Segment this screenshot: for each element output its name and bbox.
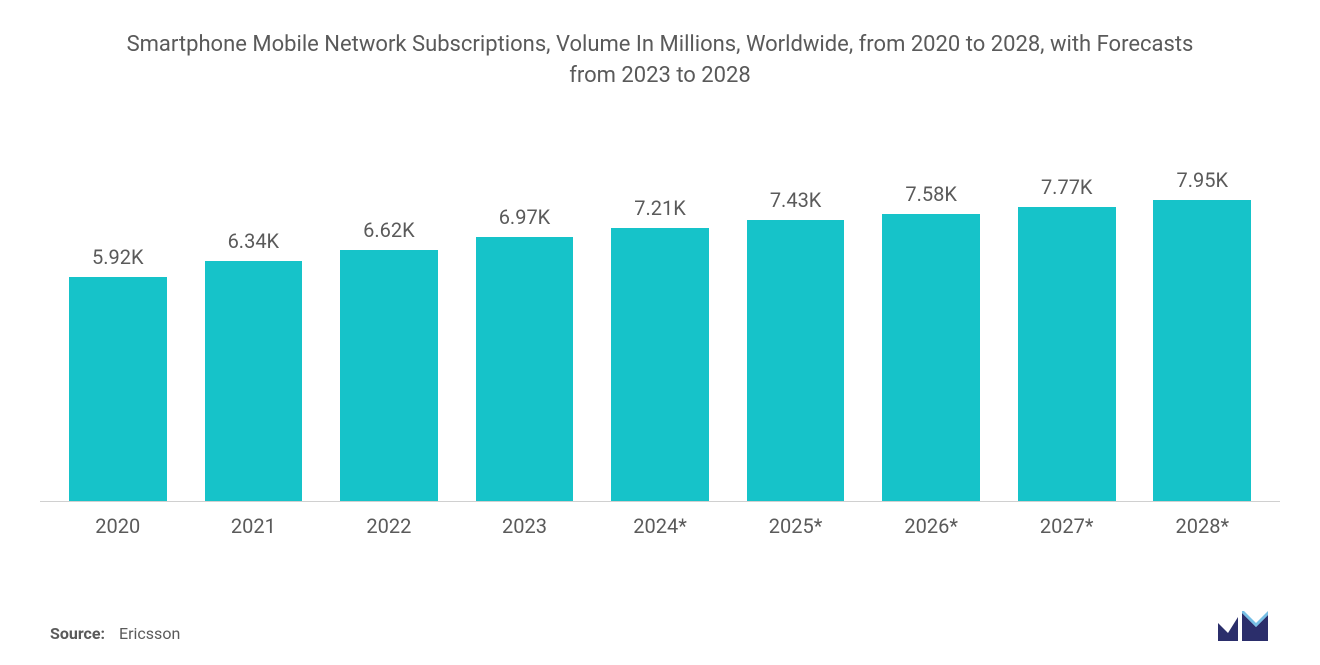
x-axis-labels: 20202021202220232024*2025*2026*2027*2028… [40,502,1280,538]
x-axis-label: 2025* [728,514,864,538]
bar-group: 7.43K [728,142,864,501]
bar-value-label: 7.21K [634,196,686,220]
bar-value-label: 6.34K [228,229,280,253]
bar-value-label: 7.58K [905,182,957,206]
bar-value-label: 6.97K [499,205,551,229]
bar-value-label: 7.77K [1041,175,1093,199]
bar-value-label: 5.92K [92,245,144,269]
chart-container: Smartphone Mobile Network Subscriptions,… [0,0,1320,665]
bar-group: 7.77K [999,142,1135,501]
bar-group: 6.97K [457,142,593,501]
bar-value-label: 7.95K [1177,168,1229,192]
bar-group: 7.21K [592,142,728,501]
plot-area: 5.92K 6.34K 6.62K 6.97K 7.21K 7.43K 7.58K 7.77K… [40,142,1280,502]
bar [611,228,709,500]
bar [747,220,845,501]
bar [205,261,303,501]
x-axis-label: 2028* [1135,514,1271,538]
source-citation: Source: Ericsson [50,624,180,643]
chart-title: Smartphone Mobile Network Subscriptions,… [110,30,1210,92]
bar [1018,207,1116,501]
bar [1153,200,1251,500]
x-axis-label: 2020 [50,514,186,538]
bar-group: 6.62K [321,142,457,501]
x-axis-label: 2022 [321,514,457,538]
chart-footer: Source: Ericsson [50,611,1270,643]
bar [476,237,574,500]
bar-group: 6.34K [186,142,322,501]
x-axis-label: 2023 [457,514,593,538]
x-axis-label: 2024* [592,514,728,538]
bar [340,250,438,500]
bar [882,214,980,500]
bar [69,277,167,501]
bar-value-label: 7.43K [770,188,822,212]
bar-value-label: 6.62K [363,218,415,242]
source-label: Source: [50,624,105,643]
x-axis-label: 2021 [186,514,322,538]
x-axis-label: 2027* [999,514,1135,538]
bar-group: 5.92K [50,142,186,501]
x-axis-label: 2026* [863,514,999,538]
source-value: Ericsson [119,624,180,643]
mordor-logo-icon [1216,611,1270,643]
brand-logo [1216,611,1270,643]
bar-group: 7.95K [1135,142,1271,501]
bar-group: 7.58K [863,142,999,501]
